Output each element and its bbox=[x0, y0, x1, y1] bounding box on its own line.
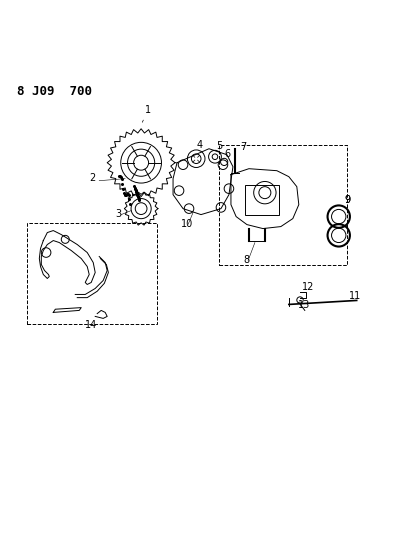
Text: 12: 12 bbox=[301, 282, 313, 293]
Text: 9: 9 bbox=[343, 196, 349, 205]
Text: 14: 14 bbox=[85, 320, 97, 329]
Text: 7: 7 bbox=[239, 142, 246, 151]
Text: 13: 13 bbox=[297, 301, 309, 310]
Text: 10: 10 bbox=[180, 220, 193, 229]
Bar bbox=[244, 184, 278, 215]
Text: 4: 4 bbox=[196, 140, 203, 150]
Text: 1: 1 bbox=[142, 105, 151, 122]
Text: 2: 2 bbox=[89, 173, 95, 183]
Text: 5: 5 bbox=[216, 141, 222, 151]
Text: 8 J09  700: 8 J09 700 bbox=[17, 85, 92, 98]
Bar bbox=[219, 145, 346, 264]
Text: 9: 9 bbox=[343, 196, 349, 205]
Text: 3: 3 bbox=[115, 208, 121, 219]
Text: 8: 8 bbox=[242, 255, 249, 265]
Text: 6: 6 bbox=[224, 149, 230, 159]
Bar bbox=[27, 223, 157, 325]
Text: 11: 11 bbox=[348, 291, 360, 301]
